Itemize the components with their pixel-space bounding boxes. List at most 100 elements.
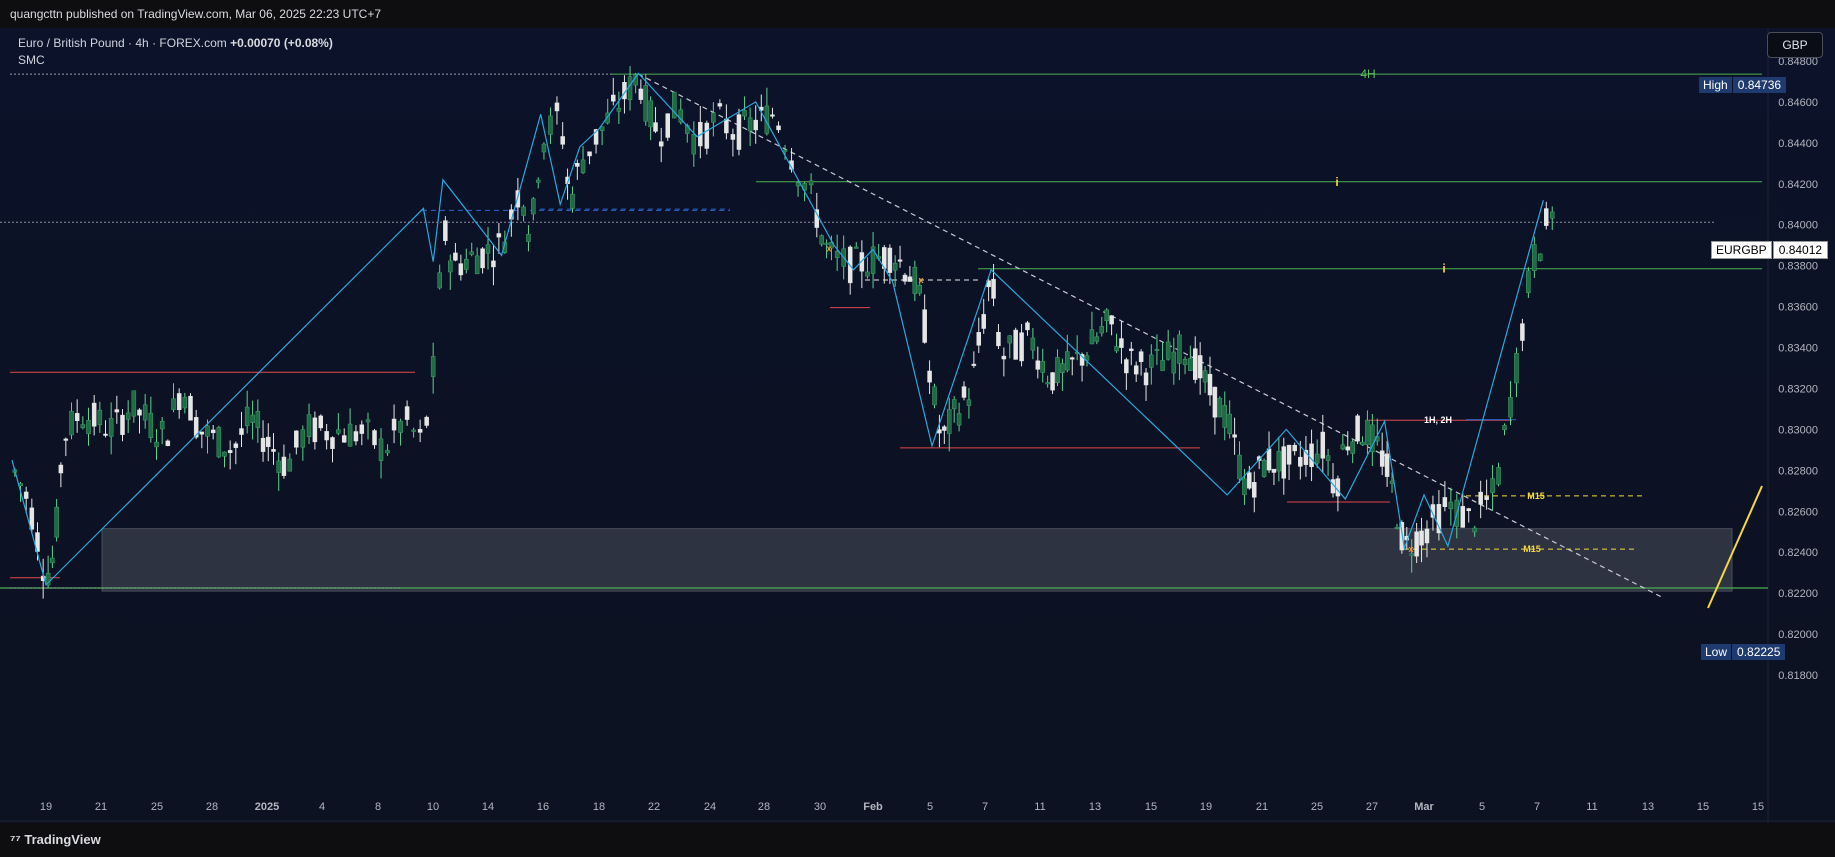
candle-body[interactable]	[717, 103, 723, 107]
candle-body[interactable]	[1252, 482, 1257, 498]
candle-body[interactable]	[1177, 334, 1182, 364]
candle-body[interactable]	[306, 414, 312, 438]
candle-body[interactable]	[535, 179, 541, 183]
candle-body[interactable]	[1138, 351, 1144, 362]
candle-body[interactable]	[125, 412, 131, 420]
candle-body[interactable]	[54, 506, 59, 538]
candle-body[interactable]	[1030, 337, 1036, 351]
candle-body[interactable]	[711, 112, 716, 123]
candle-body[interactable]	[521, 206, 526, 216]
candle-body[interactable]	[951, 399, 957, 410]
candle-body[interactable]	[1460, 506, 1466, 528]
candle-body[interactable]	[747, 117, 753, 132]
candle-body[interactable]	[1490, 478, 1495, 493]
candle-body[interactable]	[458, 263, 464, 276]
candle-body[interactable]	[1001, 355, 1007, 360]
candle-body[interactable]	[947, 409, 952, 434]
candle-body[interactable]	[443, 220, 448, 241]
candle-body[interactable]	[385, 449, 390, 454]
candle-body[interactable]	[917, 284, 922, 294]
candle-body[interactable]	[570, 193, 575, 209]
candle-body[interactable]	[300, 429, 306, 448]
candle-body[interactable]	[724, 118, 729, 134]
candle-body[interactable]	[1055, 357, 1060, 384]
candle-body[interactable]	[1419, 530, 1424, 546]
candle-body[interactable]	[97, 409, 103, 426]
candle-body[interactable]	[776, 125, 781, 131]
candle-body[interactable]	[691, 134, 697, 155]
candle-body[interactable]	[1538, 253, 1543, 262]
candle-body[interactable]	[1154, 349, 1160, 352]
candle-body[interactable]	[1409, 553, 1414, 556]
candle-body[interactable]	[1124, 359, 1129, 374]
candle-body[interactable]	[1478, 491, 1483, 505]
candle-body[interactable]	[548, 115, 553, 135]
candle-body[interactable]	[378, 438, 384, 461]
candle-body[interactable]	[464, 258, 469, 270]
candle-body[interactable]	[966, 399, 972, 406]
candle-body[interactable]	[1143, 372, 1149, 386]
candle-body[interactable]	[1232, 434, 1237, 438]
candle-body[interactable]	[1197, 355, 1203, 379]
candle-body[interactable]	[1182, 358, 1188, 366]
candle-body[interactable]	[1237, 454, 1242, 480]
candle-body[interactable]	[69, 410, 74, 436]
candle-body[interactable]	[485, 244, 491, 254]
candle-body[interactable]	[1222, 405, 1228, 428]
candle-body[interactable]	[1094, 336, 1100, 342]
candle-body[interactable]	[991, 278, 996, 299]
candle-body[interactable]	[1514, 352, 1519, 384]
candle-body[interactable]	[1276, 451, 1282, 472]
candle-body[interactable]	[907, 276, 913, 282]
candle-body[interactable]	[58, 464, 64, 474]
candle-body[interactable]	[391, 418, 397, 431]
candle-body[interactable]	[1025, 322, 1030, 331]
candle-body[interactable]	[770, 114, 775, 117]
candle-body[interactable]	[266, 436, 271, 447]
candle-body[interactable]	[1340, 444, 1346, 450]
candle-body[interactable]	[199, 431, 205, 435]
candle-body[interactable]	[29, 507, 35, 530]
candle-body[interactable]	[341, 435, 347, 443]
candle-body[interactable]	[599, 126, 605, 131]
candle-body[interactable]	[148, 412, 154, 439]
candle-body[interactable]	[1129, 348, 1134, 351]
candle-body[interactable]	[1192, 348, 1198, 380]
candle-body[interactable]	[86, 420, 91, 435]
candle-body[interactable]	[294, 430, 299, 448]
candle-body[interactable]	[74, 413, 80, 421]
candle-body[interactable]	[1188, 358, 1193, 371]
candle-body[interactable]	[1171, 351, 1177, 374]
candle-body[interactable]	[1472, 527, 1477, 533]
candle-body[interactable]	[165, 440, 171, 447]
candle-body[interactable]	[324, 431, 329, 441]
candle-body[interactable]	[1502, 425, 1507, 431]
candle-body[interactable]	[1292, 444, 1297, 452]
candle-body[interactable]	[892, 262, 898, 271]
candle-body[interactable]	[255, 410, 261, 428]
candle-body[interactable]	[611, 94, 616, 102]
candle-body[interactable]	[1242, 478, 1247, 496]
candle-body[interactable]	[1532, 244, 1537, 272]
candle-body[interactable]	[808, 180, 814, 186]
candle-body[interactable]	[912, 266, 918, 294]
candle-body[interactable]	[1019, 332, 1024, 362]
candle-body[interactable]	[1335, 478, 1341, 497]
candle-body[interactable]	[312, 417, 318, 443]
candle-body[interactable]	[1084, 355, 1090, 361]
candle-body[interactable]	[605, 112, 610, 124]
candle-body[interactable]	[1442, 497, 1448, 508]
candle-body[interactable]	[1309, 443, 1314, 468]
candle-body[interactable]	[276, 460, 281, 473]
candle-body[interactable]	[182, 396, 188, 409]
candle-body[interactable]	[330, 437, 335, 449]
candle-body[interactable]	[1370, 424, 1375, 453]
candle-body[interactable]	[474, 255, 480, 275]
candle-body[interactable]	[1350, 441, 1355, 454]
candle-body[interactable]	[1281, 446, 1287, 479]
candle-body[interactable]	[108, 417, 114, 437]
candle-body[interactable]	[1466, 508, 1471, 512]
candle-body[interactable]	[271, 449, 276, 452]
candle-body[interactable]	[1520, 323, 1525, 341]
candle-body[interactable]	[922, 309, 927, 343]
